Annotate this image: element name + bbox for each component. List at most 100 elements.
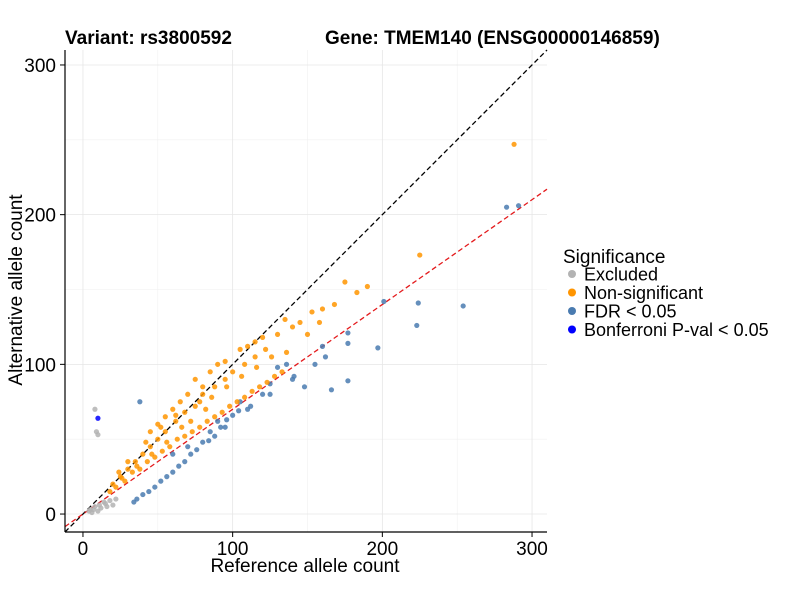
data-point	[119, 475, 125, 481]
data-point	[249, 388, 255, 394]
data-point	[174, 436, 180, 442]
data-point	[515, 203, 522, 209]
data-point	[164, 474, 170, 480]
data-point	[262, 346, 269, 352]
data-point	[200, 391, 206, 397]
data-point	[414, 322, 420, 329]
data-point	[179, 424, 185, 430]
data-point	[212, 384, 218, 390]
data-point	[222, 358, 228, 364]
data-point	[125, 459, 131, 465]
data-point	[259, 334, 266, 341]
legend-entry-label: Excluded	[584, 265, 658, 285]
data-point	[316, 319, 323, 326]
legend: Significance ExcludedNon-significantFDR …	[563, 247, 769, 340]
data-point	[267, 391, 273, 397]
y-axis-label: Alternative allele count	[6, 194, 27, 386]
data-point	[415, 300, 421, 306]
data-point	[234, 399, 240, 405]
chart-title-variant: Variant: rs3800592	[65, 28, 232, 49]
x-tick-label: 0	[78, 539, 89, 560]
data-point	[283, 361, 290, 367]
data-point	[146, 488, 152, 495]
data-point	[259, 391, 266, 397]
data-point	[206, 438, 212, 444]
data-point	[192, 376, 198, 382]
data-point	[140, 491, 146, 498]
data-point	[173, 412, 179, 418]
data-point	[274, 331, 281, 338]
data-point	[131, 499, 137, 505]
x-tick-label: 300	[516, 539, 548, 560]
data-point	[309, 309, 315, 315]
data-point	[185, 391, 191, 397]
legend-swatch	[568, 288, 576, 297]
legend-entry-label: Bonferroni P-val < 0.05	[584, 320, 769, 340]
data-point	[200, 439, 206, 445]
identity-line	[64, 49, 548, 533]
data-point	[283, 349, 290, 355]
data-point	[297, 319, 303, 326]
data-point	[158, 424, 164, 430]
data-point	[345, 378, 351, 384]
grid-lines	[65, 50, 547, 532]
data-point	[224, 384, 230, 390]
data-point	[219, 409, 225, 415]
data-point	[129, 469, 135, 475]
data-point	[170, 451, 176, 457]
data-point	[176, 463, 182, 469]
data-point	[95, 508, 101, 514]
chart-title-gene: Gene: TMEM140 (ENSG00000146859)	[325, 28, 660, 49]
data-point	[125, 466, 131, 472]
data-point	[279, 369, 285, 375]
data-point	[274, 364, 281, 370]
data-point	[264, 379, 270, 385]
data-point	[289, 376, 296, 382]
data-point	[239, 373, 245, 379]
data-point	[185, 444, 191, 450]
data-point	[301, 384, 308, 390]
data-point	[322, 354, 329, 360]
data-point	[95, 432, 101, 438]
data-point	[230, 412, 236, 418]
data-point	[222, 424, 228, 430]
data-point	[345, 340, 351, 346]
data-point	[364, 283, 370, 290]
data-point	[140, 451, 146, 457]
data-point	[331, 301, 338, 308]
data-point	[207, 429, 213, 435]
data-point	[149, 451, 155, 457]
data-point	[197, 424, 203, 430]
data-point	[268, 354, 275, 360]
data-point	[134, 463, 140, 469]
data-point	[375, 345, 381, 351]
data-point	[107, 497, 113, 504]
data-point	[245, 406, 251, 412]
data-point	[182, 459, 188, 465]
data-point	[194, 447, 200, 453]
data-point	[203, 406, 209, 412]
data-point	[254, 364, 260, 370]
data-point	[95, 415, 101, 421]
data-point	[237, 346, 243, 352]
data-point	[143, 439, 149, 445]
data-point	[319, 306, 326, 312]
data-point	[207, 369, 213, 375]
data-point	[90, 506, 97, 513]
data-point	[107, 488, 113, 495]
data-point	[173, 418, 179, 424]
data-point	[192, 403, 198, 409]
legend-title: Significance	[563, 247, 665, 268]
data-point	[209, 394, 215, 400]
data-point	[252, 354, 258, 360]
data-point	[312, 361, 318, 367]
data-point	[189, 429, 195, 435]
data-point	[381, 298, 387, 305]
x-tick-label: 200	[366, 539, 398, 560]
data-point	[104, 503, 110, 510]
data-point	[204, 418, 210, 424]
data-point	[92, 406, 98, 412]
data-point	[328, 387, 335, 393]
data-point	[110, 502, 116, 508]
data-point	[236, 408, 242, 414]
